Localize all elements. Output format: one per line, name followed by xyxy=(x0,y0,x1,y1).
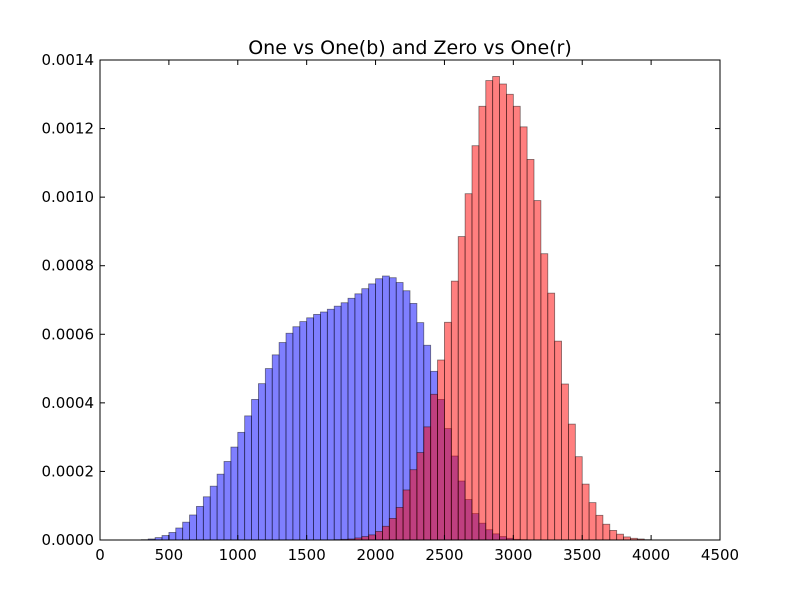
histogram-bar xyxy=(202,496,211,541)
histogram-bar xyxy=(402,489,411,541)
histogram-bar xyxy=(450,280,459,541)
y-tick-label: 0.0000 xyxy=(42,531,95,549)
histogram-bar xyxy=(326,308,335,541)
ticks-layer: 0 500 1000 1500 2000 2500 3000 3500 4000 4500 0.00… xyxy=(42,51,740,564)
y-tick-label: 0.0006 xyxy=(42,325,95,343)
histogram-bar xyxy=(616,533,624,541)
histogram-bar xyxy=(388,277,397,541)
histogram-bar xyxy=(347,297,356,541)
histogram-bar xyxy=(388,518,397,541)
histogram-bar xyxy=(320,311,328,541)
histogram-bar xyxy=(196,505,204,541)
histogram-bar xyxy=(278,342,287,541)
histogram-bar xyxy=(430,393,438,541)
histogram-bar xyxy=(457,236,466,541)
histogram-bar xyxy=(258,383,266,541)
histogram-bar xyxy=(237,431,246,541)
x-tick-label: 2000 xyxy=(356,546,394,564)
histogram-bar xyxy=(519,126,528,541)
histogram-bar xyxy=(395,507,404,541)
histogram-bar xyxy=(375,278,383,541)
histogram-bar xyxy=(609,530,618,541)
histogram-bar xyxy=(506,93,514,541)
x-tick-label: 4500 xyxy=(701,546,739,564)
histogram-bar xyxy=(244,415,252,541)
histogram-bar xyxy=(526,159,535,541)
y-tick-label: 0.0010 xyxy=(42,188,95,206)
histogram-bar xyxy=(209,485,218,541)
histogram-bar xyxy=(251,399,259,541)
histogram-bar xyxy=(271,354,280,541)
histogram-bar xyxy=(464,193,473,541)
histogram-bar xyxy=(416,452,425,541)
x-tick-label: 500 xyxy=(155,546,184,564)
histogram-bar xyxy=(368,534,376,541)
histogram-bar xyxy=(189,514,197,541)
histogram-bar xyxy=(409,469,418,541)
x-tick-label: 3500 xyxy=(563,546,601,564)
histogram-bar xyxy=(492,76,500,541)
x-tick-label: 1500 xyxy=(288,546,326,564)
histogram-bar xyxy=(168,532,177,541)
histogram-bar xyxy=(354,293,363,541)
histogram-bar xyxy=(175,527,184,541)
histogram-bar xyxy=(340,302,349,541)
histogram-bar xyxy=(471,145,480,541)
histogram-bar xyxy=(437,359,445,541)
x-tick-label: 3000 xyxy=(494,546,532,564)
histogram-bar xyxy=(333,305,342,541)
x-tick-label: 2500 xyxy=(425,546,463,564)
histogram-bar xyxy=(292,326,301,541)
histogram-bar xyxy=(574,456,583,541)
x-tick-label: 1000 xyxy=(219,546,257,564)
histogram-bar xyxy=(547,292,556,541)
chart-title: One vs One(b) and Zero vs One(r) xyxy=(248,37,572,59)
histogram-bar xyxy=(533,200,542,541)
y-tick-label: 0.0004 xyxy=(42,394,95,412)
histogram-bar xyxy=(382,275,390,541)
histogram-bar xyxy=(595,514,604,541)
histogram-bar xyxy=(554,340,562,541)
histogram-bar xyxy=(368,283,376,541)
histogram-bar xyxy=(568,423,576,541)
histogram-bar xyxy=(306,317,314,541)
histogram-bar xyxy=(161,535,170,541)
histogram-bar xyxy=(478,105,487,541)
y-tick-label: 0.0012 xyxy=(42,120,95,138)
x-tick-label: 0 xyxy=(95,546,105,564)
histogram-bar xyxy=(223,461,232,541)
histogram-bar xyxy=(313,313,321,541)
histogram-bar xyxy=(361,288,370,541)
histogram-bar xyxy=(361,536,370,541)
histogram-bar xyxy=(602,523,611,541)
histogram-bar xyxy=(230,446,239,541)
histogram-bar xyxy=(485,80,494,541)
histogram-bar xyxy=(423,426,432,541)
histogram-bar xyxy=(444,321,452,541)
axes-frame xyxy=(99,59,721,541)
histogram-bar xyxy=(299,321,308,541)
histogram-bar xyxy=(512,105,521,541)
histogram-bar xyxy=(588,502,597,541)
histogram-bar xyxy=(499,83,507,541)
histogram-bar xyxy=(540,253,549,541)
histogram-bar xyxy=(375,531,383,541)
histogram-bar xyxy=(382,525,390,541)
histogram-bar xyxy=(581,483,590,541)
histogram-bar xyxy=(182,521,190,541)
histogram-bar xyxy=(216,473,225,541)
histogram-bar xyxy=(561,383,569,541)
y-tick-label: 0.0002 xyxy=(42,462,95,480)
histogram-bar xyxy=(285,332,294,541)
histogram-bar xyxy=(264,368,273,541)
y-tick-label: 0.0014 xyxy=(42,51,95,69)
histogram-bar xyxy=(395,282,404,541)
y-tick-label: 0.0008 xyxy=(42,257,95,275)
x-tick-label: 4000 xyxy=(632,546,670,564)
